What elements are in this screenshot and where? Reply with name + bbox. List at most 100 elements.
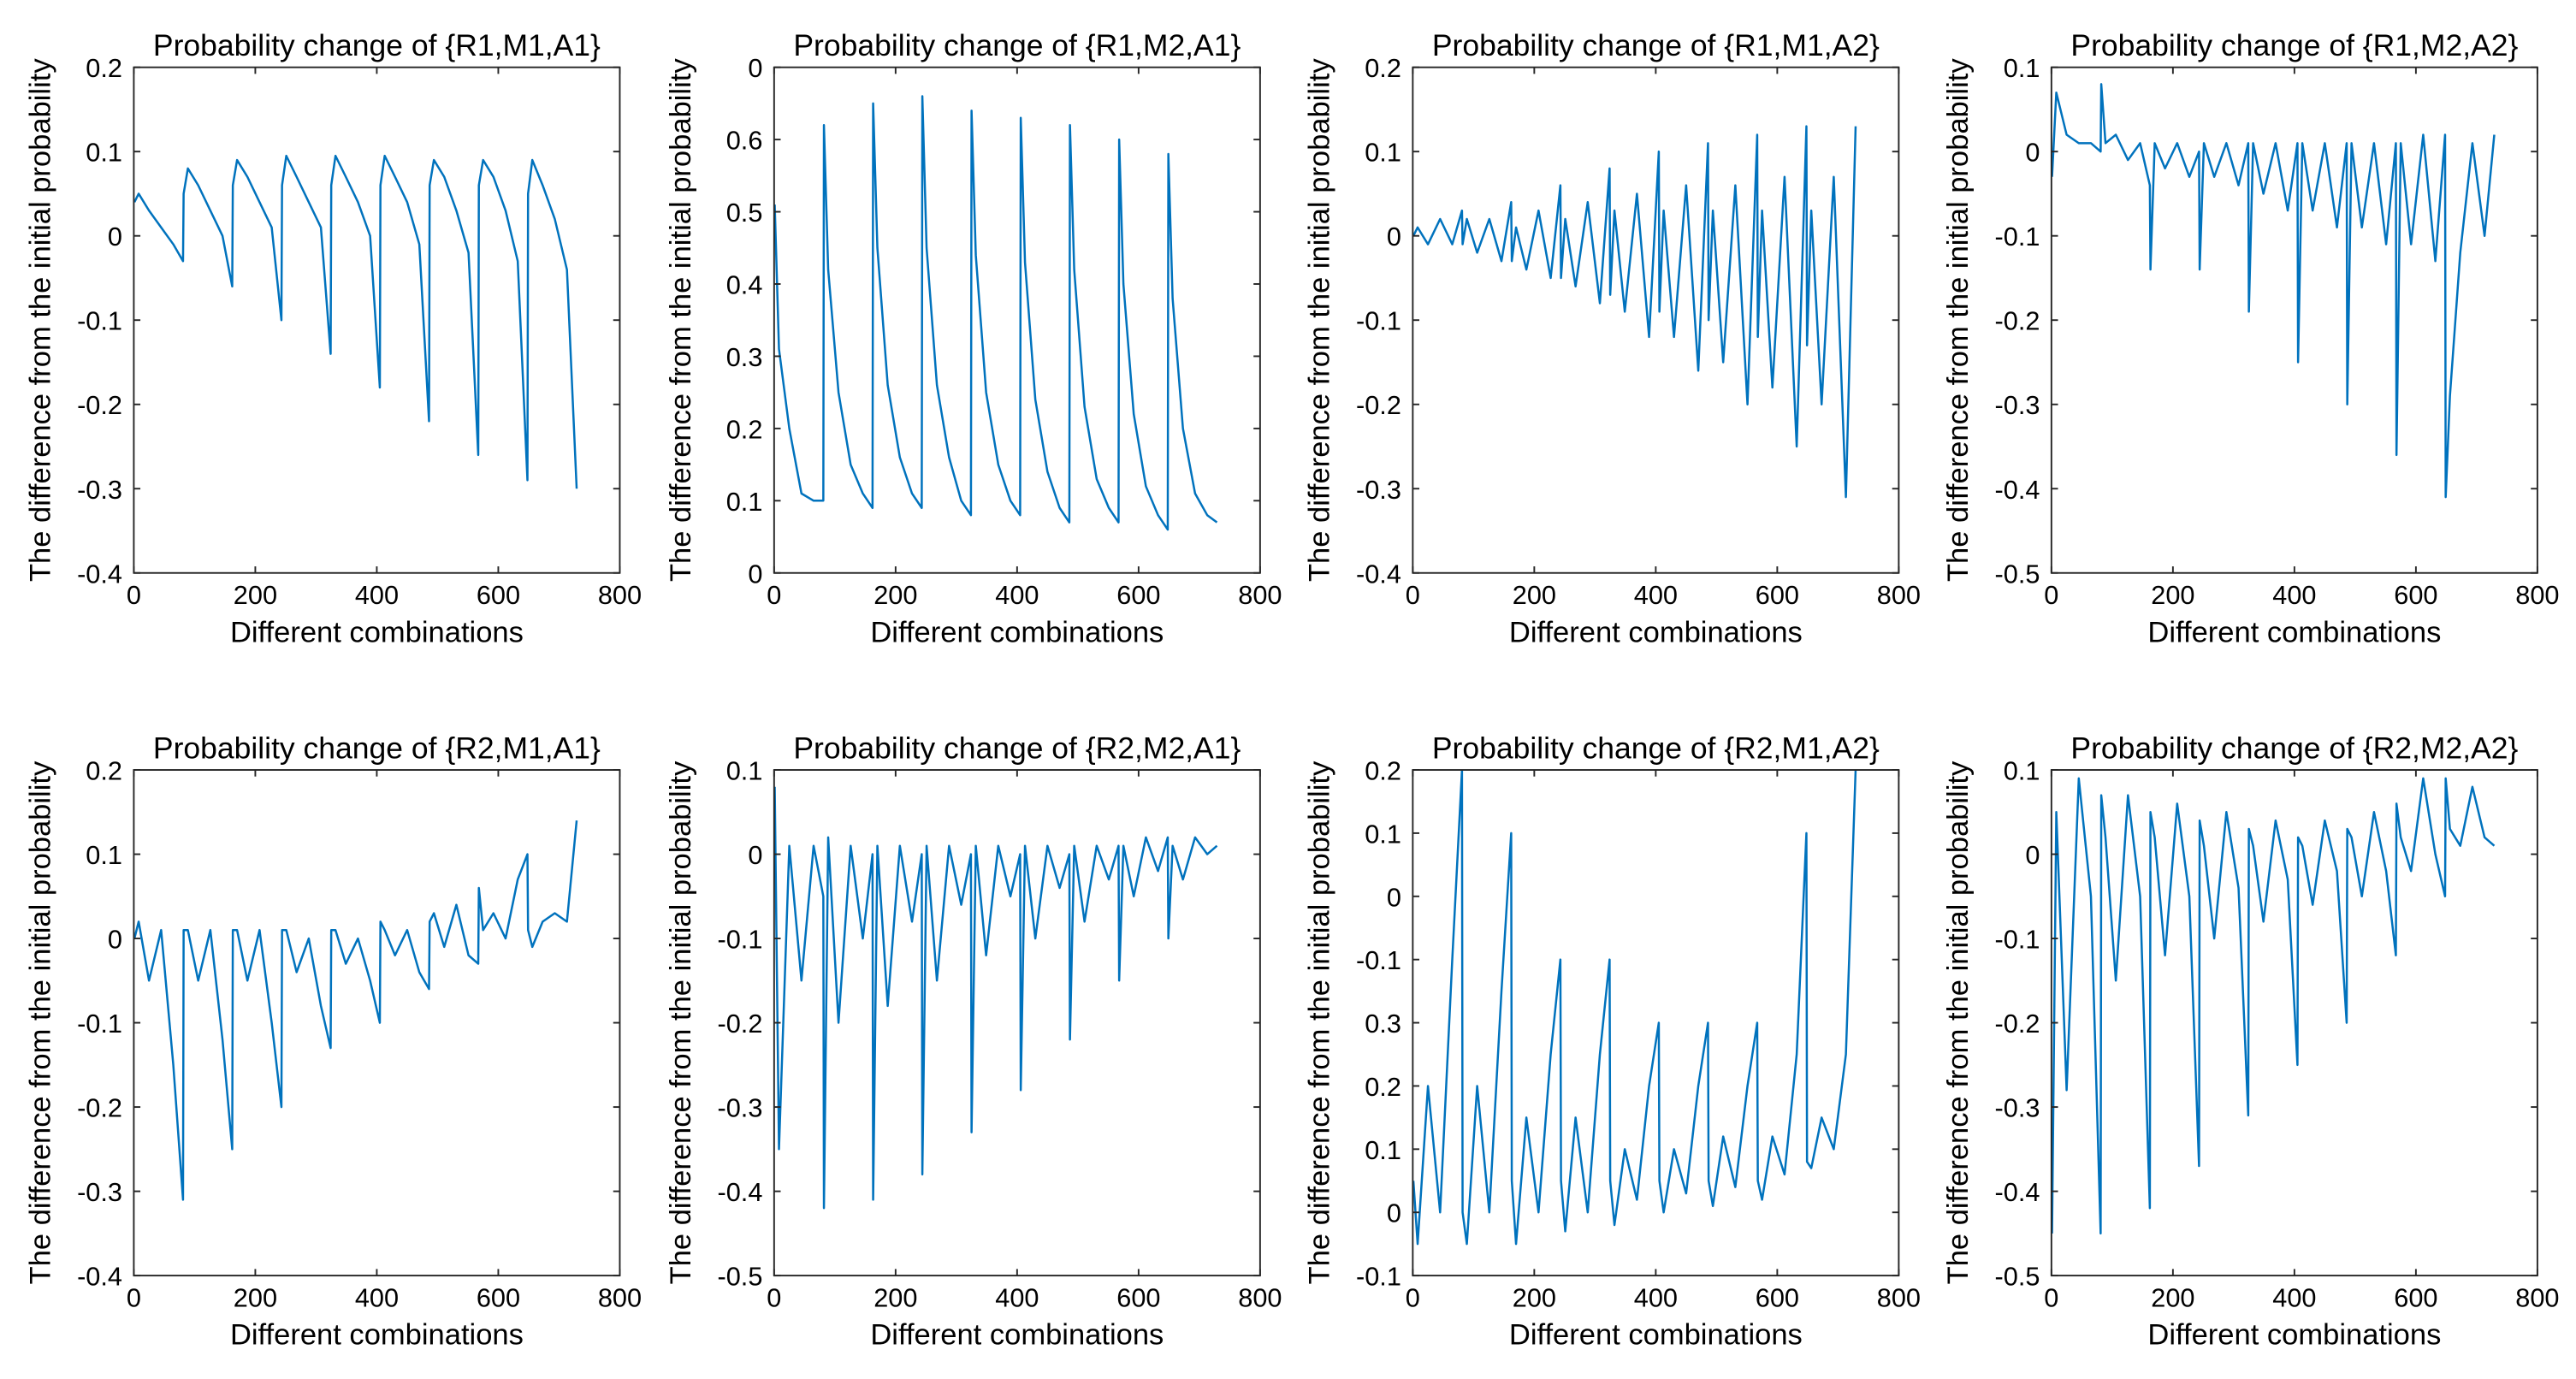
x-tick-label: 400: [995, 1283, 1039, 1313]
y-tick-label: -0.3: [77, 475, 122, 505]
x-tick-label: 600: [2394, 1283, 2437, 1313]
x-tick-label: 600: [1116, 580, 1160, 610]
y-tick-label: -0.4: [77, 559, 122, 589]
data-line: [133, 154, 578, 489]
x-tick-label: 400: [1634, 580, 1678, 610]
y-tick-label: -0.5: [718, 1262, 763, 1292]
x-axis-label: Different combinations: [230, 1319, 524, 1352]
data-line: [773, 95, 1218, 531]
y-tick-label: 0.1: [86, 840, 122, 870]
x-tick-label: 0: [2044, 1283, 2058, 1313]
y-tick-label: 0: [1387, 882, 1401, 912]
y-axis-label: The difference from the initial probabil…: [665, 58, 697, 582]
chart-title: Probability change of {R1,M2,A2}: [2070, 28, 2518, 62]
x-tick-label: 200: [234, 1283, 277, 1313]
y-tick-label: 0.2: [86, 756, 122, 786]
chart-title: Probability change of {R2,M2,A1}: [793, 731, 1241, 766]
y-tick-label: 0: [748, 53, 762, 83]
y-tick-label: -0.1: [77, 306, 122, 336]
plot-area: [773, 67, 1260, 573]
x-tick-label: 0: [127, 580, 141, 610]
x-tick-label: 800: [1877, 580, 1921, 610]
x-tick-label: 0: [2044, 580, 2058, 610]
plot-area: [133, 67, 620, 573]
x-tick-label: 800: [1238, 1283, 1282, 1313]
x-axis-label: Different combinations: [2147, 1319, 2441, 1352]
x-tick-label: 400: [355, 580, 399, 610]
data-line: [133, 820, 578, 1201]
y-axis-label: The difference from the initial probabil…: [1942, 761, 1975, 1284]
y-tick-label: -0.1: [1356, 1262, 1401, 1292]
data-line: [2051, 83, 2496, 499]
x-tick-label: 0: [767, 580, 781, 610]
y-tick-label: -0.3: [1995, 390, 2040, 420]
y-tick-label: -0.1: [1995, 925, 2040, 955]
y-tick-label: 0: [108, 222, 122, 252]
y-tick-label: 0.5: [726, 198, 763, 228]
x-axis-label: Different combinations: [1509, 1319, 1803, 1352]
x-tick-label: 400: [995, 580, 1039, 610]
y-tick-label: -0.2: [77, 390, 122, 420]
y-tick-label: 0.1: [1365, 138, 1401, 168]
x-tick-label: 600: [1756, 1283, 1799, 1313]
x-tick-label: 600: [1116, 1283, 1160, 1313]
y-tick-label: 0.2: [1365, 1072, 1401, 1102]
y-tick-label: -0.2: [1995, 1009, 2040, 1039]
y-tick-label: 0.1: [2004, 53, 2040, 83]
y-tick-label: 0: [1387, 1198, 1401, 1228]
chart-title: Probability change of {R1,M1,A1}: [153, 28, 601, 62]
chart-title: Probability change of {R2,M1,A1}: [153, 731, 601, 766]
x-axis-label: Different combinations: [870, 616, 1164, 648]
y-tick-label: 0: [748, 840, 762, 870]
plot-area: [133, 770, 620, 1276]
plot-area: [773, 770, 1260, 1276]
x-tick-label: 800: [598, 580, 642, 610]
y-tick-label: -0.2: [77, 1093, 122, 1123]
plot-area: [2051, 67, 2538, 573]
y-tick-label: 0.1: [86, 138, 122, 168]
y-tick-label: -0.1: [77, 1009, 122, 1039]
y-tick-label: -0.3: [718, 1093, 763, 1123]
x-tick-label: 200: [873, 580, 917, 610]
x-tick-label: 400: [2272, 580, 2316, 610]
y-tick-label: 0.2: [1365, 53, 1401, 83]
y-tick-label: -0.1: [1995, 222, 2040, 252]
x-tick-label: 0: [767, 1283, 781, 1313]
chart-title: Probability change of {R2,M1,A2}: [1432, 731, 1880, 766]
y-tick-label: 0.1: [1365, 1135, 1401, 1165]
data-line: [1412, 770, 1857, 1246]
y-tick-label: -0.3: [1995, 1093, 2040, 1123]
y-tick-label: 0: [2025, 840, 2040, 870]
x-tick-label: 400: [1634, 1283, 1678, 1313]
y-axis-label: The difference from the initial probabil…: [1303, 761, 1335, 1284]
y-tick-label: 0.1: [2004, 756, 2040, 786]
y-tick-label: 0.2: [86, 53, 122, 83]
x-tick-label: 0: [1406, 1283, 1420, 1313]
chart-title: Probability change of {R1,M1,A2}: [1432, 28, 1880, 62]
x-tick-label: 800: [1877, 1283, 1921, 1313]
y-tick-label: 0.1: [1365, 819, 1401, 849]
x-tick-label: 0: [1406, 580, 1420, 610]
y-tick-label: 0.3: [726, 342, 763, 372]
x-tick-label: 800: [1238, 580, 1282, 610]
y-tick-label: -0.2: [1356, 390, 1401, 420]
x-tick-label: 800: [2515, 580, 2559, 610]
y-tick-label: 0: [2025, 138, 2040, 168]
y-tick-label: -0.1: [718, 925, 763, 955]
data-line: [2051, 777, 2496, 1235]
x-axis-label: Different combinations: [870, 1319, 1164, 1352]
plot-area: [1412, 770, 1899, 1276]
y-tick-label: -0.4: [1995, 475, 2040, 505]
x-axis-label: Different combinations: [230, 616, 524, 648]
y-tick-label: 0.2: [1365, 756, 1401, 786]
y-tick-label: -0.5: [1995, 559, 2040, 589]
y-tick-label: 0.4: [726, 270, 763, 300]
y-tick-label: -0.4: [1995, 1177, 2040, 1207]
y-tick-label: 0.1: [726, 756, 763, 786]
y-tick-label: -0.4: [718, 1177, 763, 1207]
y-tick-label: -0.1: [1356, 945, 1401, 975]
x-tick-label: 400: [2272, 1283, 2316, 1313]
x-tick-label: 600: [477, 1283, 520, 1313]
